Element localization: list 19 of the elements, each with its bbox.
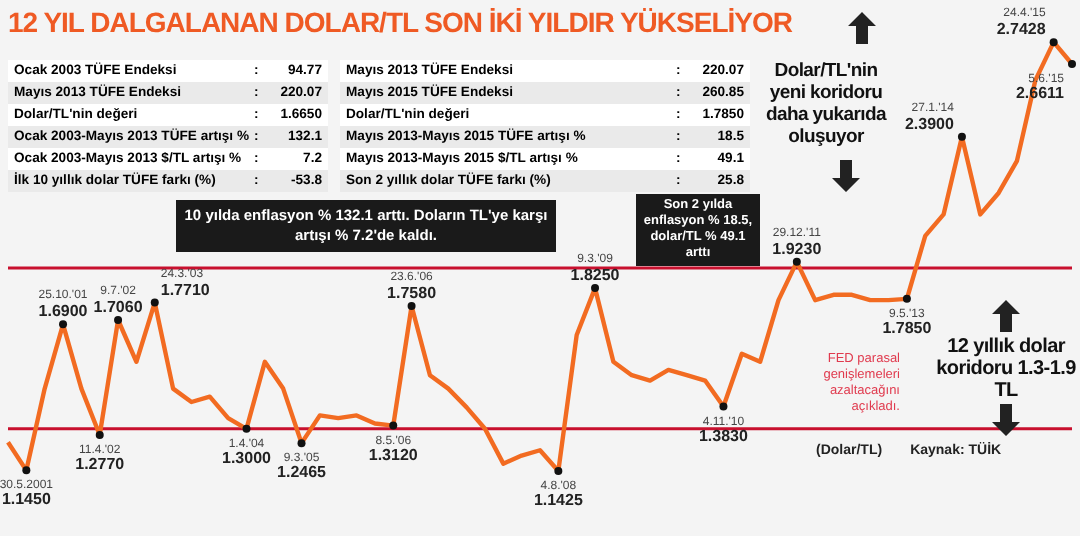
data-label: 1.2465: [277, 463, 328, 482]
annotation: 12 yıllık dolar koridoru 1.3-1.9 TL: [934, 336, 1078, 402]
data-label: 1.3000: [222, 448, 273, 467]
data-label: 2.7428: [996, 20, 1047, 39]
data-label: 1.3830: [698, 426, 750, 445]
data-label: 1.1425: [533, 491, 584, 510]
data-label: 1.7850: [882, 318, 933, 337]
data-label: 1.8250: [570, 266, 621, 285]
data-label: 1.7580: [387, 284, 438, 303]
data-label: 1.7710: [160, 280, 211, 299]
data-label: 1.7060: [93, 297, 144, 316]
data-label: 1.9230: [772, 239, 823, 258]
data-label: 1.3120: [368, 445, 419, 464]
data-label: 1.1450: [1, 490, 52, 509]
data-label: 2.3900: [904, 114, 956, 133]
data-label: 1.6900: [38, 302, 89, 321]
annotation: Dolar/TL'nin yeni koridoru daha yukarıda oluşuyor: [764, 60, 889, 148]
data-label: 1.2770: [75, 454, 126, 473]
chart-title: 12 YIL DALGALANAN DOLAR/TL SON İKİ YILDIR YÜKSELİYOR: [8, 6, 792, 38]
